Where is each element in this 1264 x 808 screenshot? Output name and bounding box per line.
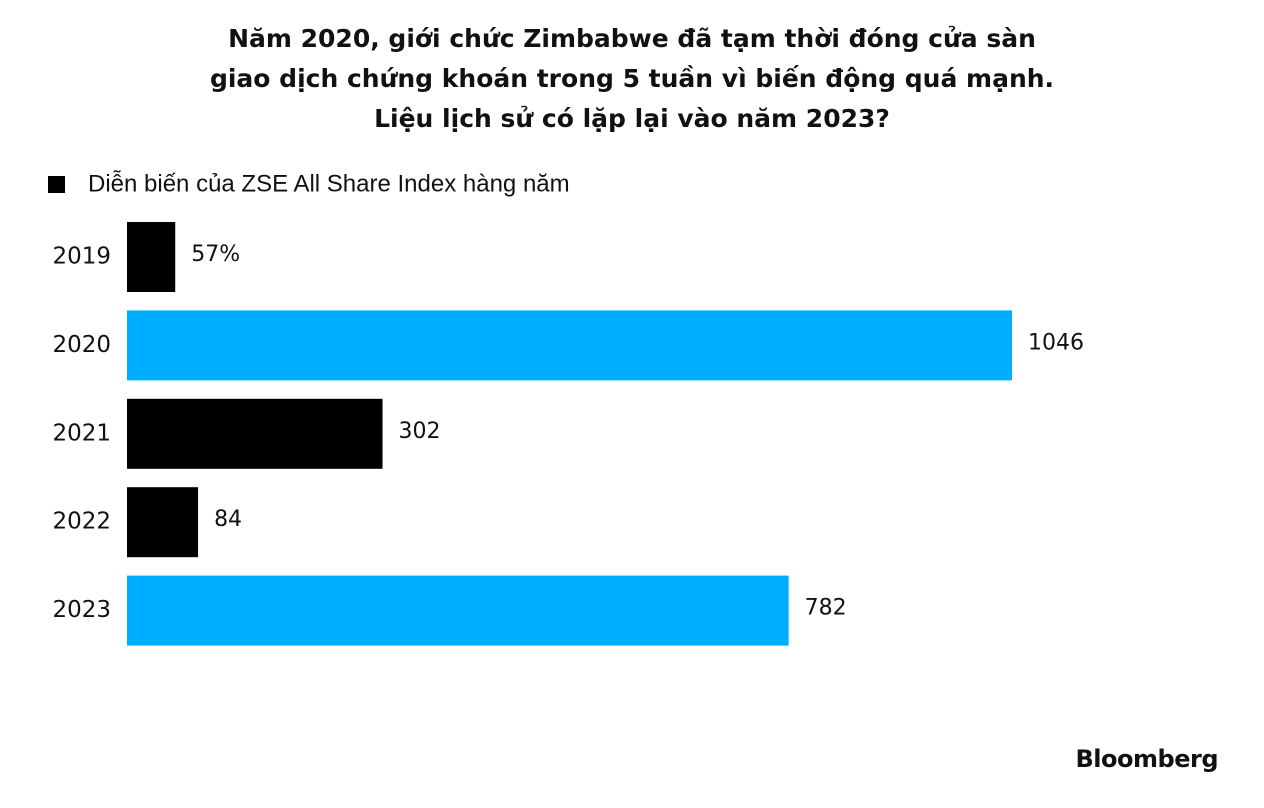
chart-title: Năm 2020, giới chức Zimbabwe đã tạm thời…	[228, 24, 1036, 53]
value-label: 1046	[1028, 330, 1084, 355]
value-label: 84	[214, 507, 242, 532]
value-label: 782	[805, 596, 847, 621]
y-tick-label: 2019	[52, 244, 111, 270]
legend-label: Diễn biến của ZSE All Share Index hàng n…	[88, 170, 570, 197]
source: Bloomberg	[1076, 745, 1218, 773]
bar	[127, 398, 383, 469]
chart-title: Liệu lịch sử có lặp lại vào năm 2023?	[374, 104, 890, 133]
y-tick-label: 2022	[52, 509, 111, 535]
y-tick-label: 2021	[52, 420, 111, 446]
y-tick-label: 2020	[52, 332, 111, 358]
bar	[127, 575, 789, 646]
value-label: 57%	[191, 242, 240, 267]
bar	[127, 310, 1012, 381]
bar	[127, 487, 199, 558]
legend-swatch	[48, 176, 65, 193]
bar	[127, 222, 176, 292]
value-label: 302	[399, 419, 441, 444]
y-tick-label: 2023	[52, 597, 111, 623]
chart-title: giao dịch chứng khoán trong 5 tuần vì bi…	[210, 64, 1054, 93]
